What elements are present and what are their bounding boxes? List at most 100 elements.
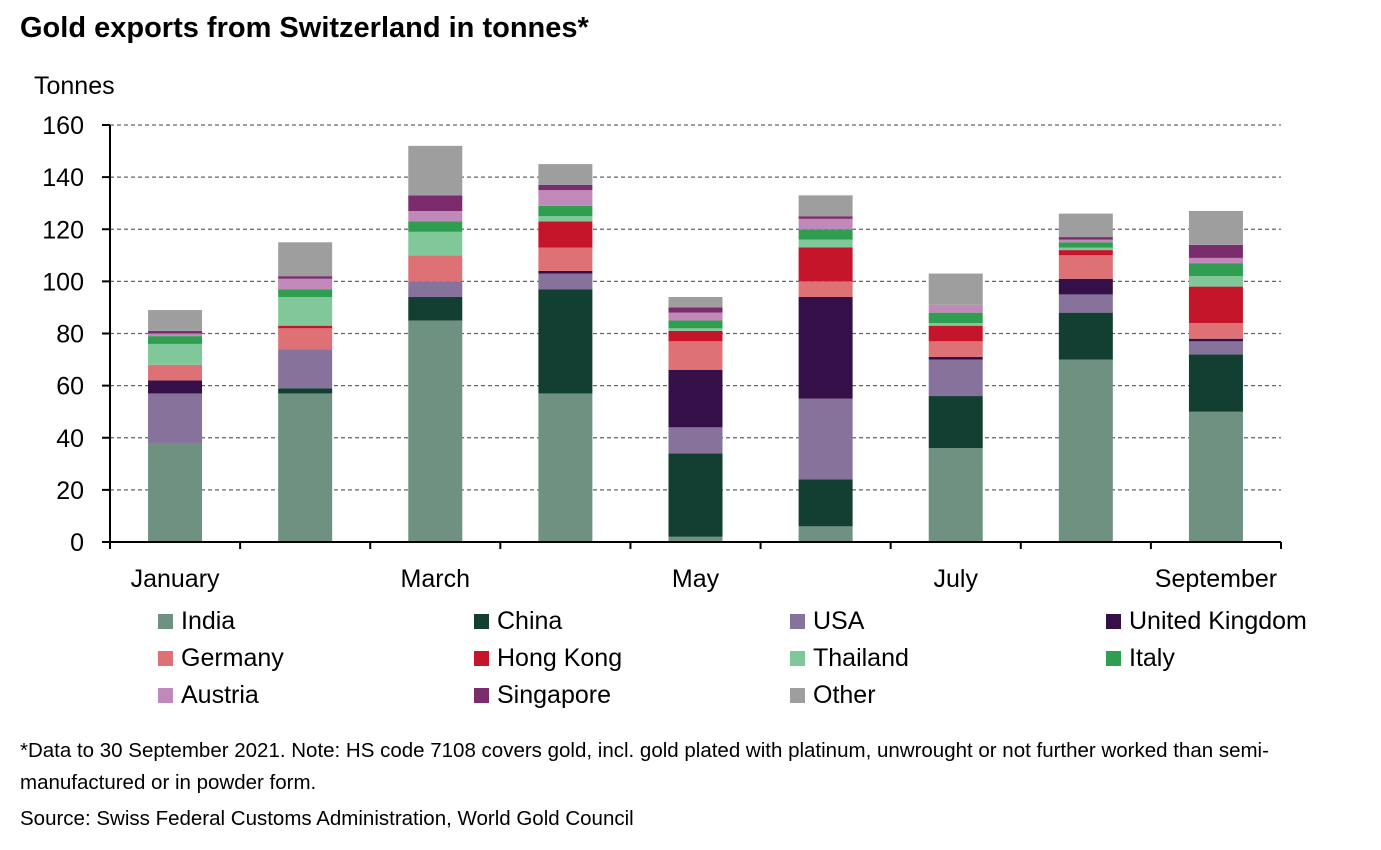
bar-segment	[1188, 244, 1243, 258]
bar-segment	[668, 320, 723, 329]
bar-segment	[278, 349, 333, 389]
axes	[102, 124, 1282, 549]
legend-swatch	[474, 687, 489, 703]
y-tick-label: 40	[56, 425, 84, 453]
bar-segment	[928, 325, 983, 342]
bar-segment	[278, 242, 333, 277]
bar-segment	[1188, 354, 1243, 412]
bar-segment	[408, 320, 463, 542]
bar-segment	[278, 276, 333, 279]
x-tick-label: July	[933, 565, 978, 593]
bar-segment	[928, 323, 983, 326]
legend-item: India	[158, 604, 235, 638]
bar-segment	[928, 341, 983, 357]
bar-segment	[798, 239, 853, 248]
legend-label: Thailand	[813, 643, 909, 672]
legend-label: India	[181, 606, 236, 635]
bar-segment	[148, 310, 203, 331]
bar-segment	[278, 325, 333, 329]
y-tick-label: 60	[56, 373, 84, 401]
bar-segment	[1058, 250, 1113, 256]
bars	[148, 145, 1243, 542]
bar-segment	[148, 393, 203, 443]
legend-item: USA	[790, 604, 864, 638]
bar-segment	[798, 195, 853, 217]
bar-segment	[538, 289, 593, 394]
bar-segment	[668, 312, 723, 321]
bar-segment	[538, 393, 593, 542]
bar-segment	[668, 330, 723, 342]
bar-segment	[1058, 213, 1113, 238]
legend-swatch	[158, 687, 173, 703]
y-tick-label: 120	[42, 216, 84, 244]
x-tick-label: January	[131, 565, 220, 593]
bar-segment	[278, 297, 333, 326]
legend-label: Austria	[181, 680, 259, 709]
bar-segment	[1058, 242, 1113, 248]
legend-swatch	[1106, 613, 1121, 629]
bar-segment	[278, 328, 333, 350]
legend-item: Austria	[158, 678, 259, 712]
source-note: Source: Swiss Federal Customs Administra…	[20, 807, 634, 830]
bar-segment	[148, 343, 203, 365]
bar-segment	[1188, 257, 1243, 264]
bar-segment	[1188, 323, 1243, 339]
legend-label: Other	[813, 680, 876, 709]
bar-segment	[668, 341, 723, 370]
bar-segment	[1188, 211, 1243, 245]
bar-segment	[798, 297, 853, 399]
bar-segment	[1188, 263, 1243, 277]
legend-label: Hong Kong	[497, 643, 623, 672]
bar-segment	[668, 427, 723, 454]
legend-item: United Kingdom	[1106, 604, 1307, 638]
bar-segment	[798, 479, 853, 527]
bar-segment	[538, 221, 593, 248]
bar-segment	[1058, 312, 1113, 360]
bar-segment	[1058, 278, 1113, 295]
legend-swatch	[790, 613, 805, 629]
bar-segment	[408, 231, 463, 256]
bar-segment	[408, 145, 463, 196]
bar-segment	[798, 526, 853, 542]
bar-segment	[798, 247, 853, 282]
bar-segment	[1188, 286, 1243, 324]
stacked-bar-chart: Tonnes 0 20 40 60 80 100 120 140 160 January March…	[34, 72, 1282, 593]
bar-segment	[148, 442, 203, 542]
legend-item: Thailand	[790, 641, 909, 675]
legend-label: United Kingdom	[1129, 606, 1307, 635]
tick-labels: 0 20 40 60 80 100 120 140 160 January March May July…	[42, 112, 1277, 593]
bar-segment	[148, 333, 203, 337]
legend-item: Germany	[158, 641, 284, 675]
bar-segment	[538, 164, 593, 185]
footnote: *Data to 30 September 2021. Note: HS cod…	[20, 739, 1269, 794]
bar-segment	[928, 448, 983, 542]
y-tick-label: 100	[42, 268, 84, 296]
bar-segment	[538, 205, 593, 217]
legend-swatch	[474, 613, 489, 629]
bar-segment	[798, 216, 853, 219]
bar-segment	[278, 388, 333, 394]
bar-segment	[1058, 359, 1113, 542]
bar-segment	[408, 297, 463, 321]
legend-item: China	[474, 604, 562, 638]
bar-segment	[668, 453, 723, 537]
bar-segment	[148, 380, 203, 394]
legend-swatch	[158, 650, 173, 666]
bar-segment	[1188, 411, 1243, 542]
y-tick-label: 0	[70, 529, 84, 557]
legend-label: USA	[813, 606, 865, 635]
bar-segment	[928, 396, 983, 449]
bar-segment	[148, 336, 203, 344]
bar-segment	[538, 270, 593, 274]
y-tick-label: 160	[42, 112, 84, 140]
bar-segment	[1058, 237, 1113, 240]
bar-segment	[408, 255, 463, 282]
legend-swatch	[790, 687, 805, 703]
bar-segment	[408, 281, 463, 298]
bar-segment	[1058, 247, 1113, 251]
legend-item: Italy	[1106, 641, 1175, 675]
bar-segment	[538, 190, 593, 206]
bar-segment	[538, 247, 593, 271]
y-tick-label: 140	[42, 164, 84, 192]
bar-segment	[148, 330, 203, 334]
